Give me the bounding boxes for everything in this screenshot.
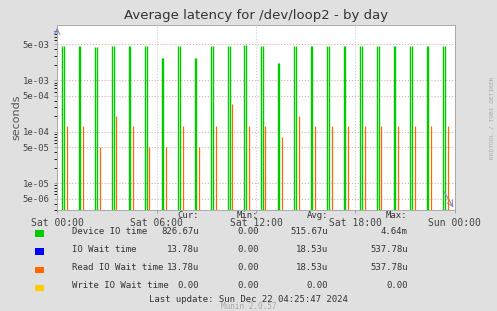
Text: 13.78u: 13.78u (166, 245, 199, 254)
Text: Cur:: Cur: (177, 211, 199, 220)
Text: 0.00: 0.00 (237, 263, 258, 272)
Text: Write IO Wait time: Write IO Wait time (72, 281, 169, 290)
Text: Last update: Sun Dec 22 04:25:47 2024: Last update: Sun Dec 22 04:25:47 2024 (149, 295, 348, 304)
Text: 4.64m: 4.64m (381, 227, 408, 236)
Text: 0.00: 0.00 (237, 281, 258, 290)
Text: Max:: Max: (386, 211, 408, 220)
Text: RRDTOOL / TOBI OETIKER: RRDTOOL / TOBI OETIKER (490, 77, 495, 160)
Text: 537.78u: 537.78u (370, 263, 408, 272)
Text: 537.78u: 537.78u (370, 245, 408, 254)
Text: Munin 2.0.57: Munin 2.0.57 (221, 301, 276, 310)
Text: Read IO Wait time: Read IO Wait time (72, 263, 164, 272)
Text: 0.00: 0.00 (386, 281, 408, 290)
Y-axis label: seconds: seconds (11, 95, 21, 140)
Text: 0.00: 0.00 (237, 227, 258, 236)
Text: 826.67u: 826.67u (161, 227, 199, 236)
Text: 0.00: 0.00 (307, 281, 328, 290)
Text: 515.67u: 515.67u (290, 227, 328, 236)
Text: 13.78u: 13.78u (166, 263, 199, 272)
Title: Average latency for /dev/loop2 - by day: Average latency for /dev/loop2 - by day (124, 9, 388, 22)
Text: 18.53u: 18.53u (296, 245, 328, 254)
Text: IO Wait time: IO Wait time (72, 245, 137, 254)
Text: 0.00: 0.00 (177, 281, 199, 290)
Text: Device IO time: Device IO time (72, 227, 147, 236)
Text: 0.00: 0.00 (237, 245, 258, 254)
Text: 18.53u: 18.53u (296, 263, 328, 272)
Text: Min:: Min: (237, 211, 258, 220)
Text: Avg:: Avg: (307, 211, 328, 220)
